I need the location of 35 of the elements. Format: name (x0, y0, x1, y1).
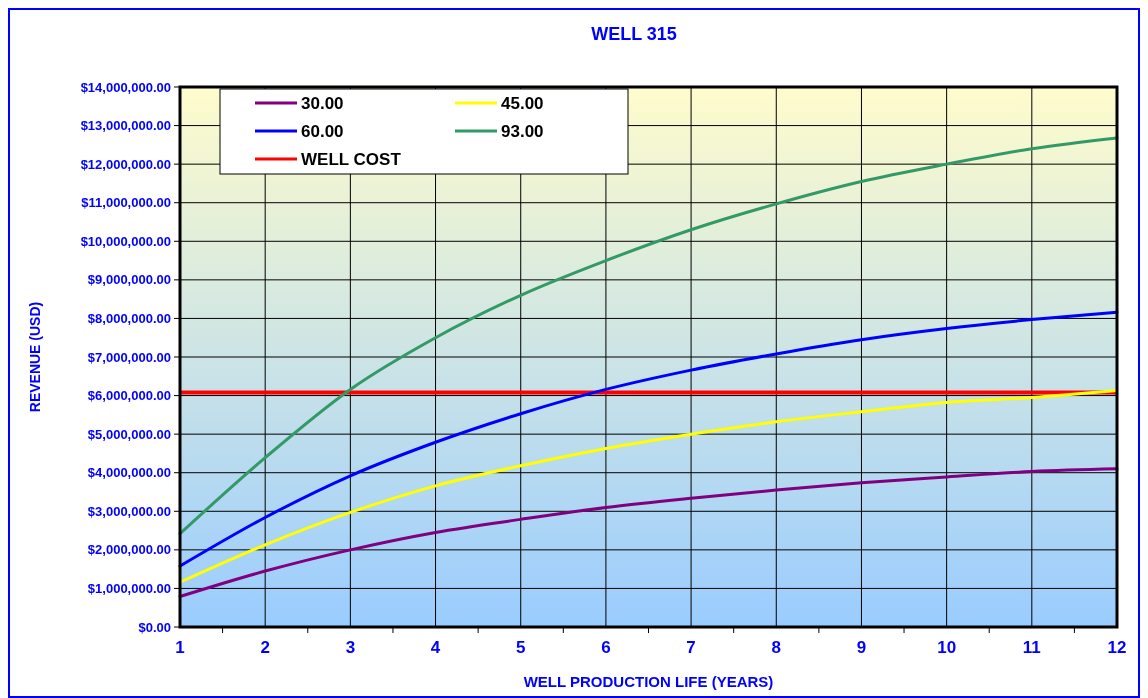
y-tick-label: $2,000,000.00 (87, 542, 171, 558)
legend-label: WELL COST (301, 149, 402, 169)
x-tick-label: 1 (175, 638, 185, 657)
x-tick-label: 9 (856, 638, 867, 657)
y-tick-label: $4,000,000.00 (87, 465, 171, 481)
y-tick-label: $9,000,000.00 (87, 272, 171, 288)
x-tick-label: 3 (345, 638, 356, 657)
legend-label: 45.00 (501, 93, 544, 113)
x-tick-label: 8 (771, 638, 782, 657)
x-axis-title: WELL PRODUCTION LIFE (YEARS) (523, 673, 774, 690)
x-tick-label: 11 (1022, 638, 1041, 657)
y-tick-label: $5,000,000.00 (87, 426, 171, 442)
y-tick-label: $12,000,000.00 (80, 156, 171, 172)
y-axis-title: REVENUE (USD) (27, 301, 43, 413)
x-tick-label: 7 (686, 638, 696, 657)
y-tick-label: $1,000,000.00 (87, 580, 171, 596)
x-tick-label: 12 (1107, 638, 1127, 657)
y-tick-label: $14,000,000.00 (80, 79, 171, 95)
y-tick-label: $3,000,000.00 (87, 503, 171, 519)
legend-label: 60.00 (301, 121, 344, 141)
chart-title: WELL 315 (591, 24, 677, 44)
y-tick-label: $10,000,000.00 (80, 233, 171, 249)
x-tick-label: 4 (430, 638, 441, 657)
y-tick-label: $7,000,000.00 (87, 349, 171, 365)
y-tick-label: $0.00 (138, 619, 171, 635)
x-tick-label: 2 (260, 638, 270, 657)
x-tick-label: 5 (515, 638, 526, 657)
legend-label: 93.00 (501, 121, 544, 141)
x-tick-label: 6 (601, 638, 611, 657)
y-tick-label: $6,000,000.00 (87, 388, 171, 404)
y-tick-label: $11,000,000.00 (81, 195, 171, 211)
y-tick-label: $13,000,000.00 (80, 118, 171, 134)
legend-label: 30.00 (301, 93, 344, 113)
y-tick-label: $8,000,000.00 (87, 310, 171, 326)
x-tick-label: 10 (937, 638, 957, 657)
